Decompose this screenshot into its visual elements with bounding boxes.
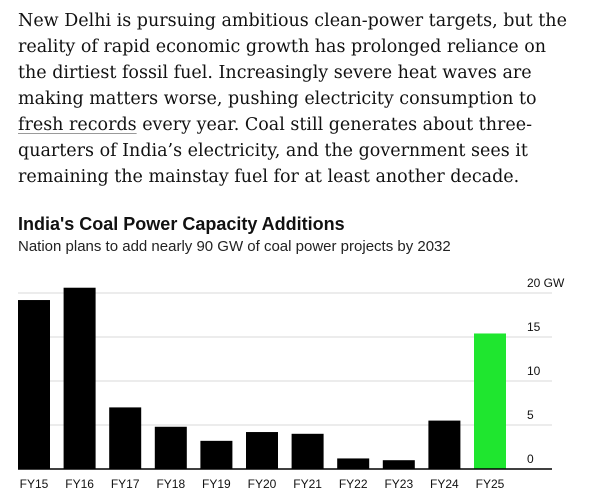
x-tick-label-fy24: FY24 (430, 477, 459, 491)
article-paragraph: New Delhi is pursuing ambitious clean-po… (18, 8, 578, 190)
bar-fy19 (200, 440, 233, 469)
bar-fy24 (428, 420, 461, 469)
bar-fy21 (291, 433, 324, 469)
x-tick-label-fy16: FY16 (65, 477, 94, 491)
x-tick-label-fy23: FY23 (384, 477, 413, 491)
chart-subtitle: Nation plans to add nearly 90 GW of coal… (18, 238, 451, 255)
article-text-before: New Delhi is pursuing ambitious clean-po… (18, 11, 567, 109)
x-tick-label-fy22: FY22 (339, 477, 368, 491)
y-tick-label-20: 20 GW (527, 276, 565, 290)
bar-fy25 (474, 333, 506, 469)
bar-fy17 (109, 407, 142, 469)
y-tick-label-10: 10 (527, 364, 541, 378)
bar-fy20 (246, 432, 278, 469)
bar-fy22 (337, 458, 370, 469)
bar-fy15 (18, 300, 50, 469)
coal-capacity-bar-chart: 0 5 10 15 20 GW FY15 FY16 FY17 FY18 FY19 FY20 FY21 F… (18, 276, 565, 491)
fresh-records-link[interactable]: fresh records (18, 115, 137, 135)
x-tick-label-fy17: FY17 (111, 477, 140, 491)
y-tick-label-15: 15 (527, 320, 541, 334)
article-text-after: every year. Coal still generates about t… (18, 115, 532, 187)
chart-title: India's Coal Power Capacity Additions (18, 214, 345, 234)
y-tick-label-5: 5 (527, 408, 534, 422)
x-tick-label-fy25: FY25 (476, 477, 505, 491)
bar-fy18 (154, 426, 187, 469)
x-tick-label-fy15: FY15 (20, 477, 49, 491)
y-tick-label-0: 0 (527, 452, 534, 466)
x-tick-label-fy21: FY21 (293, 477, 322, 491)
bar-fy23 (382, 460, 415, 469)
x-tick-label-fy19: FY19 (202, 477, 231, 491)
x-tick-label-fy20: FY20 (248, 477, 277, 491)
bar-fy16 (63, 287, 96, 469)
x-tick-label-fy18: FY18 (156, 477, 185, 491)
